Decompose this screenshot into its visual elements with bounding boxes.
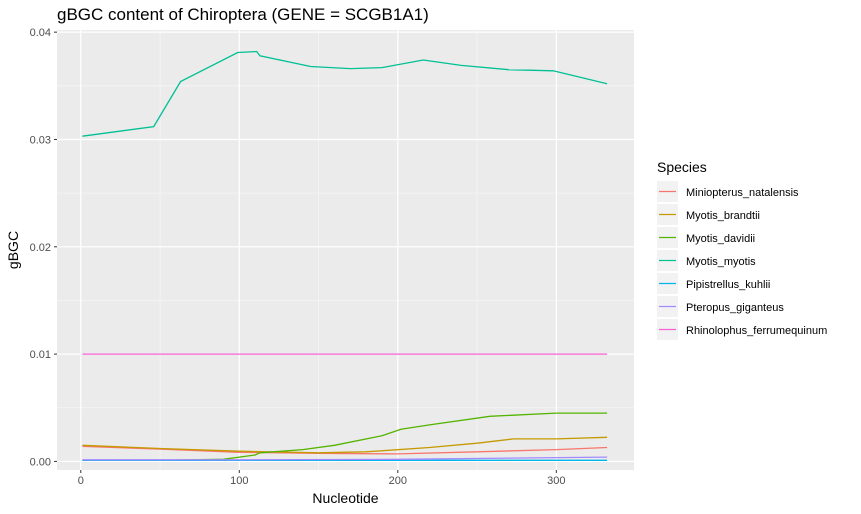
- x-tick-label: 200: [389, 475, 407, 487]
- legend-label: Pteropus_giganteus: [686, 302, 784, 314]
- grid-minor: [57, 30, 634, 470]
- series-line-myotis-myotis: [82, 50, 608, 137]
- x-tick-label: 100: [230, 475, 248, 487]
- y-tick-label: 0.03: [30, 134, 51, 146]
- series-line-miniopterus-natalensis: [82, 445, 608, 455]
- legend: Species Miniopterus_natalensis Myotis_bra…: [657, 159, 845, 341]
- series-layer: [82, 50, 608, 461]
- y-tick-label: 0.04: [30, 27, 51, 39]
- chart-title: gBGC content of Chiroptera (GENE = SCGB1…: [57, 5, 429, 24]
- legend-title: Species: [657, 159, 707, 175]
- y-axis-title: gBGC: [5, 231, 21, 269]
- series-line-pteropus-giganteus: [82, 456, 608, 461]
- legend-label: Myotis_brandtii: [686, 210, 760, 222]
- y-tick-label: 0.02: [30, 242, 51, 254]
- legend-body: [657, 179, 845, 341]
- x-axis-title: Nucleotide: [312, 490, 378, 506]
- x-axis: 0 100 200 300: [78, 470, 566, 487]
- x-tick-label: 300: [547, 475, 565, 487]
- y-axis: 0.00 0.01 0.02 0.03 0.04: [30, 27, 57, 468]
- y-tick-label: 0.01: [30, 349, 51, 361]
- series-line-myotis-brandtii: [82, 436, 608, 454]
- y-tick-label: 0.00: [30, 456, 51, 468]
- legend-label: Myotis_myotis: [686, 256, 756, 268]
- legend-label: Rhinolophus_ferrumequinum: [686, 325, 827, 337]
- legend-label: Myotis_davidii: [686, 233, 755, 245]
- legend-label: Miniopterus_natalensis: [686, 187, 799, 199]
- x-tick-label: 0: [78, 475, 84, 487]
- legend-label: Pipistrellus_kuhlii: [686, 279, 770, 291]
- plot-panel: [57, 30, 634, 470]
